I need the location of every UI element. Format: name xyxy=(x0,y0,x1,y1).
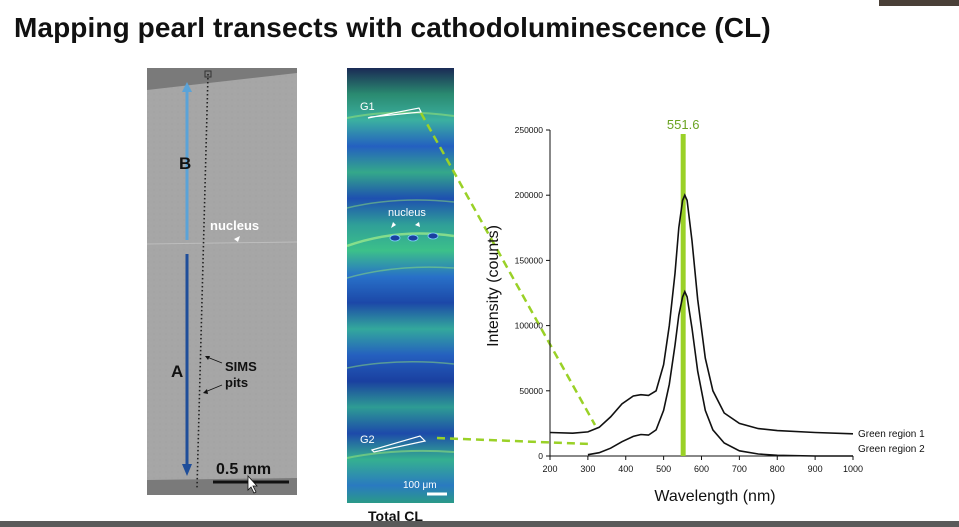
x-tick-label: 700 xyxy=(732,464,747,474)
series-label-2: Green region 2 xyxy=(858,444,925,455)
y-tick-label: 200000 xyxy=(515,190,544,200)
connector-g1 xyxy=(419,112,597,426)
cl-image: nucleus G1 G2 100 μm xyxy=(347,68,454,503)
x-tick-label: 1000 xyxy=(843,464,863,474)
x-ticks: 200 300 400 500 600 700 800 900 1000 xyxy=(542,456,863,474)
x-tick-label: 200 xyxy=(542,464,557,474)
y-ticks: 0 50000 100000 150000 200000 250000 xyxy=(515,125,550,461)
y-tick-label: 0 xyxy=(538,451,543,461)
x-tick-label: 500 xyxy=(656,464,671,474)
y-tick-label: 50000 xyxy=(519,386,543,396)
region-g1-label: G1 xyxy=(360,101,375,113)
region-g2-label: G2 xyxy=(360,434,375,446)
x-axis-label: Wavelength (nm) xyxy=(654,488,775,505)
y-tick-label: 100000 xyxy=(515,321,544,331)
sims-pit-transect xyxy=(196,73,209,489)
sem-image: B A nucleus SIMS pits 0.5 mm xyxy=(147,68,297,495)
y-tick-label: 150000 xyxy=(515,255,544,265)
series-line-2 xyxy=(587,289,853,457)
mouse-cursor-icon xyxy=(247,474,258,494)
chart-axes xyxy=(549,130,853,457)
spectrum-chart: 0 50000 100000 150000 200000 250000 200 300 400… xyxy=(485,117,925,505)
sem-scale-label: 0.5 mm xyxy=(216,461,271,478)
cl-caption: Total CL xyxy=(368,508,423,524)
x-tick-label: 400 xyxy=(618,464,633,474)
label-b: B xyxy=(179,154,191,173)
cl-scale-label: 100 μm xyxy=(403,480,437,491)
webcam-thumbnail xyxy=(879,0,959,6)
series-labels: Green region 1 Green region 2 xyxy=(858,429,925,455)
slide-title: Mapping pearl transects with cathodolumi… xyxy=(14,12,771,43)
peak-marker-label: 551.6 xyxy=(667,117,700,132)
sims-label-line2: pits xyxy=(225,375,248,390)
sem-nucleus-label: nucleus xyxy=(210,218,259,233)
series-lines xyxy=(549,193,854,457)
region-g2-outline xyxy=(370,435,427,453)
peak-marker: 551.6 xyxy=(667,117,700,456)
y-tick-label: 250000 xyxy=(515,125,544,135)
x-tick-label: 800 xyxy=(770,464,785,474)
x-tick-label: 300 xyxy=(580,464,595,474)
region-g1-outline xyxy=(367,107,422,119)
series-line-1 xyxy=(549,193,854,435)
cl-nucleus-label: nucleus xyxy=(388,207,426,219)
x-tick-label: 600 xyxy=(694,464,709,474)
sims-label-line1: SIMS xyxy=(225,359,257,374)
bottom-bar xyxy=(0,521,959,527)
label-a: A xyxy=(171,362,183,381)
series-label-1: Green region 1 xyxy=(858,429,925,440)
x-tick-label: 900 xyxy=(808,464,823,474)
y-axis-label: Intensity (counts) xyxy=(485,225,502,347)
